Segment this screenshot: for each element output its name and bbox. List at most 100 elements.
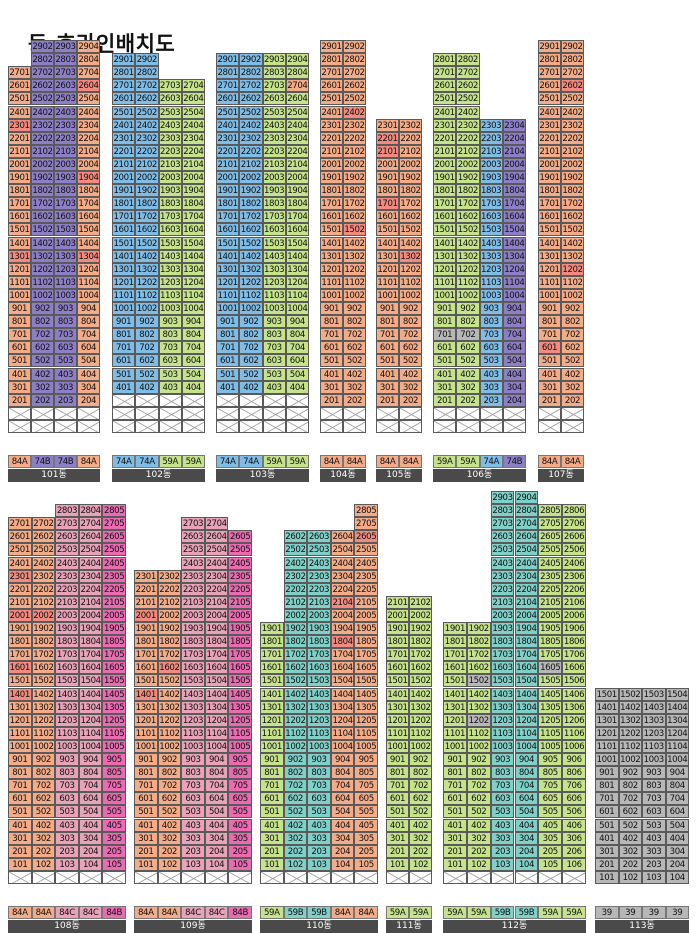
unit-304: 304 <box>204 831 229 845</box>
unit-1205: 1205 <box>538 713 563 727</box>
unit-105: 105 <box>538 857 563 871</box>
unit-type-label: 84A <box>343 455 366 468</box>
unit-803: 803 <box>490 766 515 780</box>
unit-1603: 1603 <box>479 210 503 224</box>
unit-type-label: 84C <box>55 906 79 919</box>
unit-802: 802 <box>618 779 642 793</box>
unit-2104: 2104 <box>330 595 355 609</box>
unit-1305: 1305 <box>538 700 563 714</box>
unit-1402: 1402 <box>31 687 56 701</box>
unit-201: 201 <box>260 844 284 858</box>
unit-1001: 1001 <box>320 288 343 302</box>
unit-1704: 1704 <box>204 648 229 662</box>
unit-1402: 1402 <box>31 236 54 250</box>
unit-2003: 2003 <box>181 608 205 622</box>
unit-405: 405 <box>538 818 563 832</box>
unit-603: 603 <box>307 792 331 806</box>
unit-2203: 2203 <box>181 582 205 596</box>
unit-type-label: 84A <box>77 455 100 468</box>
unit-type-label: 39 <box>665 906 689 919</box>
unit-1003: 1003 <box>181 739 205 753</box>
unit-1201: 1201 <box>112 275 136 289</box>
pilotis-cell <box>399 419 422 433</box>
unit-102: 102 <box>283 857 308 871</box>
unit-1302: 1302 <box>157 700 182 714</box>
unit-1702: 1702 <box>157 648 182 662</box>
unit-501: 501 <box>8 354 31 368</box>
pilotis-cell <box>158 419 182 433</box>
unit-1103: 1103 <box>55 726 79 740</box>
unit-2102: 2102 <box>239 157 263 171</box>
unit-1302: 1302 <box>399 249 422 263</box>
unit-102: 102 <box>157 857 182 871</box>
unit-1201: 1201 <box>260 713 284 727</box>
unit-403: 403 <box>158 380 182 394</box>
unit-501: 501 <box>260 805 284 819</box>
unit-1205: 1205 <box>102 713 126 727</box>
unit-2104: 2104 <box>502 144 526 158</box>
unit-2501: 2501 <box>216 105 240 119</box>
unit-1701: 1701 <box>260 648 284 662</box>
unit-1204: 1204 <box>665 726 689 740</box>
unit-701: 701 <box>386 779 409 793</box>
unit-1701: 1701 <box>376 197 399 211</box>
unit-1801: 1801 <box>433 184 457 198</box>
unit-2705: 2705 <box>538 517 563 531</box>
unit-603: 603 <box>262 354 286 368</box>
unit-601: 601 <box>112 354 136 368</box>
unit-1704: 1704 <box>514 648 539 662</box>
pilotis-cell <box>239 419 263 433</box>
unit-401: 401 <box>595 831 619 845</box>
unit-2305: 2305 <box>538 569 563 583</box>
unit-701: 701 <box>112 341 136 355</box>
pilotis-cell <box>502 406 526 420</box>
unit-902: 902 <box>157 753 182 767</box>
unit-1401: 1401 <box>134 687 158 701</box>
unit-1302: 1302 <box>618 713 642 727</box>
unit-1901: 1901 <box>134 622 158 636</box>
unit-2202: 2202 <box>157 582 182 596</box>
unit-2503: 2503 <box>262 105 286 119</box>
unit-303: 303 <box>307 831 331 845</box>
unit-302: 302 <box>618 844 642 858</box>
building-label: 109동 <box>134 920 252 933</box>
unit-1605: 1605 <box>354 661 378 675</box>
unit-701: 701 <box>216 341 240 355</box>
unit-1801: 1801 <box>112 197 136 211</box>
unit-1802: 1802 <box>343 184 366 198</box>
unit-2605: 2605 <box>354 530 378 544</box>
unit-1601: 1601 <box>443 661 467 675</box>
pilotis-cell <box>204 870 229 884</box>
unit-type-label: 74B <box>502 455 526 468</box>
building-label: 107동 <box>538 469 584 482</box>
unit-1301: 1301 <box>443 700 467 714</box>
unit-2704: 2704 <box>77 66 100 80</box>
unit-703: 703 <box>55 779 79 793</box>
unit-1401: 1401 <box>538 236 561 250</box>
unit-1305: 1305 <box>102 700 126 714</box>
unit-2203: 2203 <box>55 582 79 596</box>
unit-805: 805 <box>538 766 563 780</box>
unit-1501: 1501 <box>260 674 284 688</box>
unit-902: 902 <box>31 302 54 316</box>
unit-302: 302 <box>561 380 584 394</box>
unit-602: 602 <box>239 354 263 368</box>
unit-1902: 1902 <box>409 622 432 636</box>
unit-type-label: 84A <box>31 906 56 919</box>
unit-902: 902 <box>239 315 263 329</box>
unit-2202: 2202 <box>343 131 366 145</box>
unit-1603: 1603 <box>490 661 515 675</box>
unit-1505: 1505 <box>354 674 378 688</box>
unit-601: 601 <box>134 792 158 806</box>
unit-1003: 1003 <box>642 753 666 767</box>
unit-2101: 2101 <box>8 595 32 609</box>
unit-1504: 1504 <box>285 236 309 250</box>
unit-404: 404 <box>502 367 526 381</box>
unit-704: 704 <box>502 328 526 342</box>
unit-2603: 2603 <box>307 530 331 544</box>
unit-301: 301 <box>260 831 284 845</box>
unit-603: 603 <box>642 805 666 819</box>
unit-2505: 2505 <box>354 543 378 557</box>
unit-1601: 1601 <box>8 661 32 675</box>
unit-1302: 1302 <box>561 249 584 263</box>
